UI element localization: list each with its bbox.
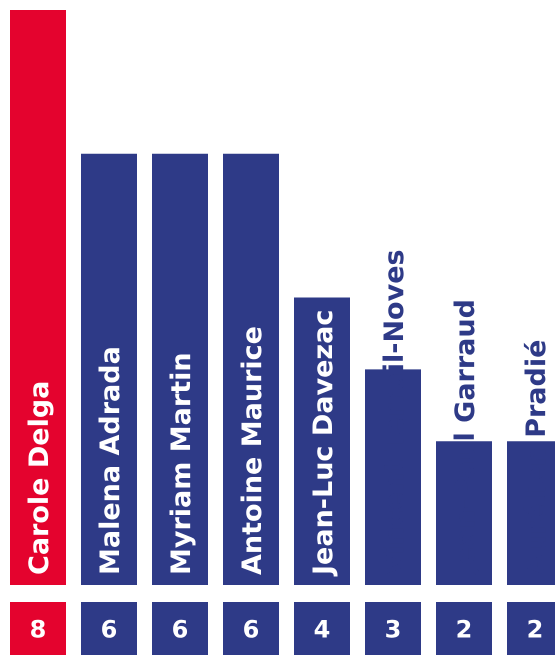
value-label-vincent-terrail-noves: 3 [385,616,402,644]
value-label-antoine-maurice: 6 [243,616,260,644]
category-label-aurelien-pradie: Aurélien Pradié [521,340,552,575]
category-label-carole-delga: Carole Delga [24,381,55,575]
category-label-antoine-maurice: Antoine Maurice [237,326,268,575]
category-label-jean-luc-davezac: Jean-Luc Davezac [308,310,339,577]
category-label-malena-adrada: Malena Adrada [95,346,126,575]
category-label-jean-paul-garraud: Jean-Paul Garraud [450,299,481,577]
category-label-vincent-terrail-noves: Vincent Terrail-Noves [379,249,410,575]
category-label-myriam-martin: Myriam Martin [166,352,197,575]
value-label-jean-luc-davezac: 4 [314,616,331,644]
value-label-carole-delga: 8 [30,616,47,644]
value-label-aurelien-pradie: 2 [527,616,544,644]
value-label-malena-adrada: 6 [101,616,118,644]
value-label-myriam-martin: 6 [172,616,189,644]
value-label-jean-paul-garraud: 2 [456,616,473,644]
